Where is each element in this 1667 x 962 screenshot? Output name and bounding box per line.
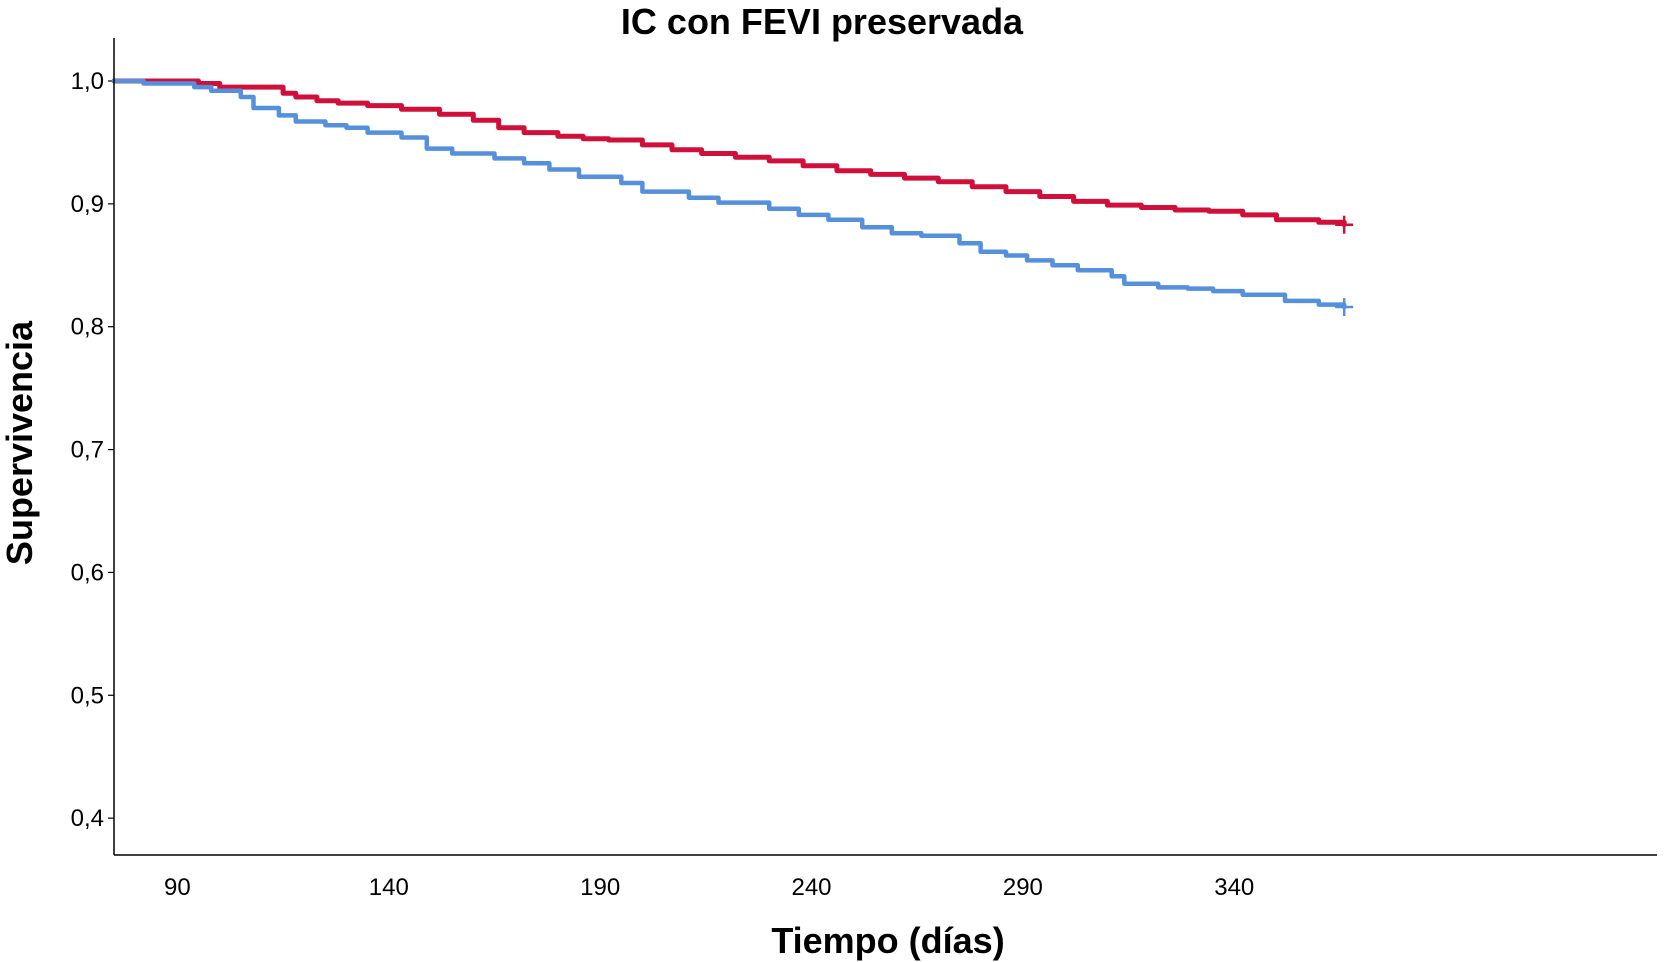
y-tick-label: 0,6 [71, 559, 104, 586]
x-tick-label: 90 [164, 874, 191, 901]
series-2-line [111, 78, 1347, 310]
y-axis-ticks: 0,4 0,5 0,6 0,7 0,8 0,9 1,0 [71, 68, 114, 832]
y-tick-label: 0,7 [71, 437, 104, 464]
y-tick-label: 1,0 [71, 68, 104, 95]
x-tick-label: 340 [1214, 874, 1254, 901]
y-tick-label: 0,8 [71, 314, 104, 341]
x-tick-label: 190 [580, 874, 620, 901]
x-tick-label: 290 [1003, 874, 1043, 901]
x-tick-label: 240 [791, 874, 831, 901]
x-tick-label: 140 [369, 874, 409, 901]
series-1-censor-mark [1335, 215, 1354, 234]
chart-title: IC con FEVI preservada [621, 1, 1024, 42]
series-layer [111, 78, 1354, 317]
x-axis-label: Tiempo (días) [771, 920, 1004, 961]
x-axis-ticks: 90 140 190 240 290 340 [164, 874, 1254, 901]
y-tick-label: 0,4 [71, 805, 104, 832]
y-axis-label: Supervivencia [0, 320, 40, 565]
y-tick-label: 0,5 [71, 682, 104, 709]
series-2-censor-mark [1335, 298, 1354, 317]
series-1-line [111, 78, 1347, 228]
y-tick-label: 0,9 [71, 191, 104, 218]
